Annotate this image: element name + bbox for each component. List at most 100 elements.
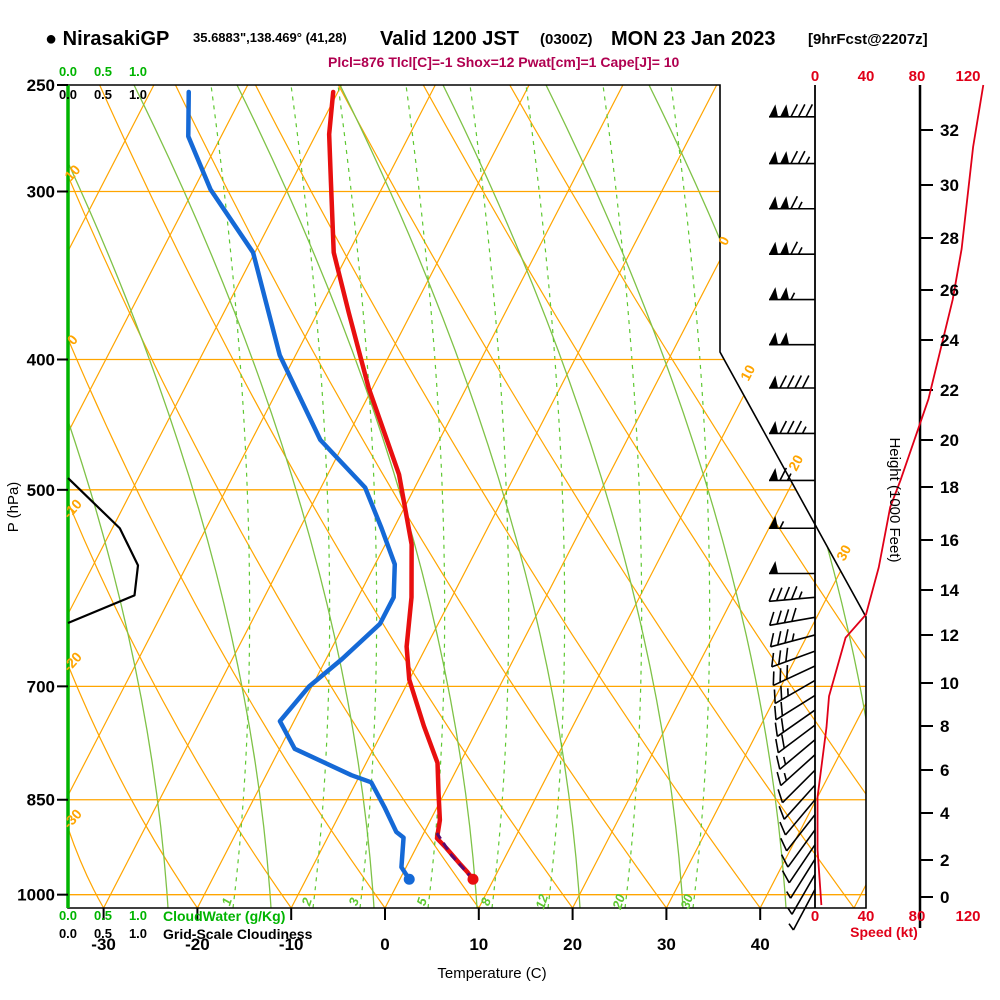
- wind-barb-full: [779, 821, 787, 836]
- wind-barbs: [768, 103, 816, 931]
- mixing-ratio-label: 20: [609, 892, 628, 912]
- wind-barb-full: [786, 375, 795, 389]
- speed-tick-label-bottom: 0: [811, 908, 819, 925]
- height-tick-label: 14: [940, 581, 959, 600]
- mixing-ratio-line: [210, 85, 251, 908]
- wind-barb-half: [797, 201, 803, 210]
- wind-barb-full: [790, 586, 798, 600]
- wind-barb-pennant: [769, 420, 778, 434]
- isotherm-line: [478, 85, 866, 908]
- wind-barb-staff: [792, 889, 816, 931]
- moist-adiabat-line: [68, 85, 169, 908]
- isotherm-line: [572, 85, 866, 908]
- wind-barb-full: [794, 375, 803, 389]
- wind-barb-pennant: [769, 375, 778, 389]
- temperature-tick-label: -20: [185, 935, 210, 954]
- parcel-path: [435, 832, 475, 881]
- wind-barb-pennant: [780, 196, 789, 209]
- cloud-water-curve: [67, 477, 140, 624]
- wind-barb-full: [773, 705, 777, 720]
- wind-barb-full: [776, 771, 782, 786]
- wind-barb-full: [790, 150, 799, 164]
- height-tick-label: 12: [940, 626, 959, 645]
- temperature-tick-label: 20: [563, 935, 582, 954]
- dry-adiabat-line: [68, 85, 667, 908]
- speed-tick-label-top: 40: [858, 68, 875, 85]
- wind-barb-full: [778, 805, 785, 820]
- wind-barb-staff: [783, 784, 816, 820]
- wind-barb-half: [798, 591, 803, 599]
- temperature-tick-label: 30: [657, 935, 676, 954]
- height-tick-label: 32: [940, 121, 959, 140]
- wind-barb-staff: [781, 769, 816, 804]
- station-coords: 35.6883",138.469° (41,28): [193, 30, 347, 45]
- wind-barb-full: [805, 103, 814, 118]
- wind-barb-full: [781, 734, 786, 749]
- sounding-curves: [67, 84, 985, 906]
- moist-adiabat-line: [339, 85, 581, 908]
- temperature-tick-label: 10: [469, 935, 488, 954]
- wind-barb-full: [790, 103, 799, 118]
- wind-barb-half: [790, 292, 796, 300]
- cloudiness-scale-top: 1.0: [129, 87, 147, 102]
- wind-barb-staff: [779, 739, 816, 770]
- wind-barb-full: [801, 375, 810, 389]
- valid-time: Valid 1200 JST: [380, 28, 519, 50]
- wind-barb-full: [779, 467, 788, 481]
- wind-barb-staff: [787, 829, 816, 868]
- height-tick-label: 16: [940, 531, 959, 550]
- cloudwater-scale-top: 0.5: [94, 64, 112, 79]
- moist-adiabat-line: [68, 85, 272, 908]
- cloudwater-scale-bottom: 0.5: [94, 908, 112, 923]
- isotherm-edge-label: 0: [715, 233, 733, 248]
- stability-params: Plcl=876 Tlcl[C]=-1 Shox=12 Pwat[cm]=1 C…: [328, 54, 680, 70]
- cloudiness-axis-title: Grid-Scale Cloudiness: [163, 926, 313, 942]
- wind-barb-pennant: [769, 287, 778, 300]
- wind-barb-pennant: [769, 241, 778, 255]
- pressure-tick-label: 500: [27, 481, 55, 500]
- height-tick-label: 30: [940, 176, 959, 195]
- wind-barb-half: [801, 426, 807, 434]
- pressure-tick-label: 250: [27, 76, 55, 95]
- wind-barb-full: [775, 738, 780, 753]
- plot-border: [67, 84, 867, 909]
- moist-adiabat-line: [545, 85, 787, 908]
- temperature-curve: [326, 89, 476, 882]
- dry-adiabat-line: [68, 501, 292, 908]
- wind-barb-pennant: [769, 151, 778, 164]
- isotherm-line: [853, 85, 866, 908]
- temperature-tick-label: -30: [91, 935, 116, 954]
- wind-barb-pennant: [780, 287, 789, 300]
- height-tick-label: 8: [940, 717, 949, 736]
- speed-tick-label-top: 80: [909, 68, 926, 85]
- isotherm-line: [384, 85, 812, 908]
- speed-tick-label-top: 120: [955, 68, 980, 85]
- wind-barb-full: [775, 587, 783, 601]
- height-tick-label: 2: [940, 851, 949, 870]
- temperature-tick-label: 0: [380, 935, 389, 954]
- wind-barb-full: [777, 631, 782, 646]
- temperature-tick-label: 40: [751, 935, 770, 954]
- wind-barb-full: [770, 652, 775, 667]
- adiabat-edge-label: -20: [60, 649, 86, 675]
- dry-adiabat-line: [68, 85, 574, 908]
- pressure-tick-label: 400: [27, 351, 55, 370]
- cloudiness-scale-bottom: 0.5: [94, 926, 112, 941]
- wind-barb-full: [778, 650, 782, 665]
- wind-barb-full: [791, 607, 797, 622]
- cloudwater-axis-title: CloudWater (g/Kg): [163, 908, 285, 924]
- temperature-tick-label: -10: [279, 935, 304, 954]
- speed-axis-title: Speed (kt): [850, 924, 918, 940]
- wind-barb-full: [784, 629, 789, 644]
- wind-barb-staff: [771, 650, 816, 668]
- temperature-axis-title: Temperature (C): [437, 965, 546, 982]
- dry-adiabat-line: [68, 175, 480, 908]
- wind-barb-half: [791, 633, 795, 642]
- speed-tick-label-bottom: 80: [909, 908, 926, 925]
- wind-barb-full: [783, 586, 791, 601]
- speed-tick-label-bottom: 120: [955, 908, 980, 925]
- wind-barb-staff: [784, 799, 816, 836]
- dry-adiabat-line: [68, 85, 866, 908]
- cloudwater-scale-bottom: 1.0: [129, 908, 147, 923]
- wind-barb-full: [769, 632, 775, 647]
